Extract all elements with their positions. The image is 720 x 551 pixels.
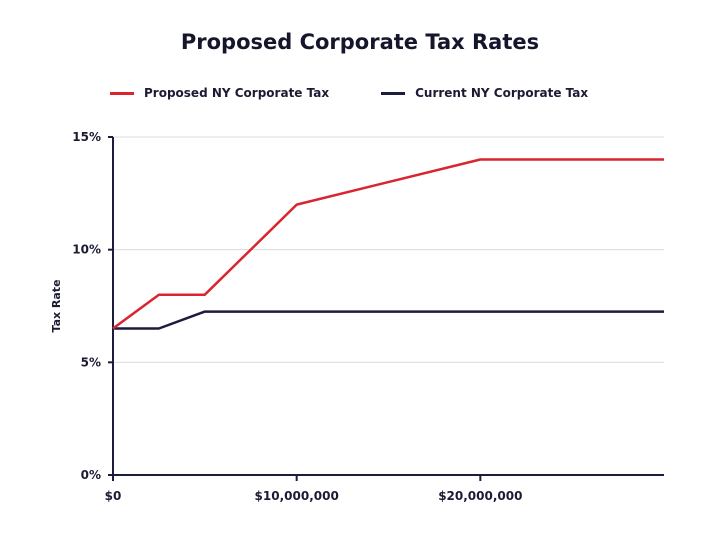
y-tick-label: 5%: [81, 355, 101, 369]
legend-label-proposed: Proposed NY Corporate Tax: [144, 86, 330, 100]
x-tick-label: $20,000,000: [438, 489, 522, 503]
legend-item-current: Current NY Corporate Tax: [381, 86, 588, 100]
x-tick-label: $10,000,000: [255, 489, 339, 503]
series-line-proposed: [112, 158, 664, 330]
legend-label-current: Current NY Corporate Tax: [415, 86, 589, 100]
y-tick-label: 0%: [81, 468, 101, 482]
y-tick-label: 15%: [72, 130, 101, 144]
y-axis-label: Tax Rate: [50, 279, 63, 332]
legend-swatch-current: [381, 91, 406, 95]
x-tick-label: $0: [105, 489, 122, 503]
series-line-current: [113, 310, 664, 330]
chart-title: Proposed Corporate Tax Rates: [180, 30, 540, 54]
legend-item-proposed: Proposed NY Corporate Tax: [110, 86, 329, 100]
legend: Proposed NY Corporate Tax Current NY Cor…: [110, 86, 640, 100]
y-tick-label: 10%: [72, 243, 101, 257]
legend-swatch-proposed: [110, 91, 134, 95]
